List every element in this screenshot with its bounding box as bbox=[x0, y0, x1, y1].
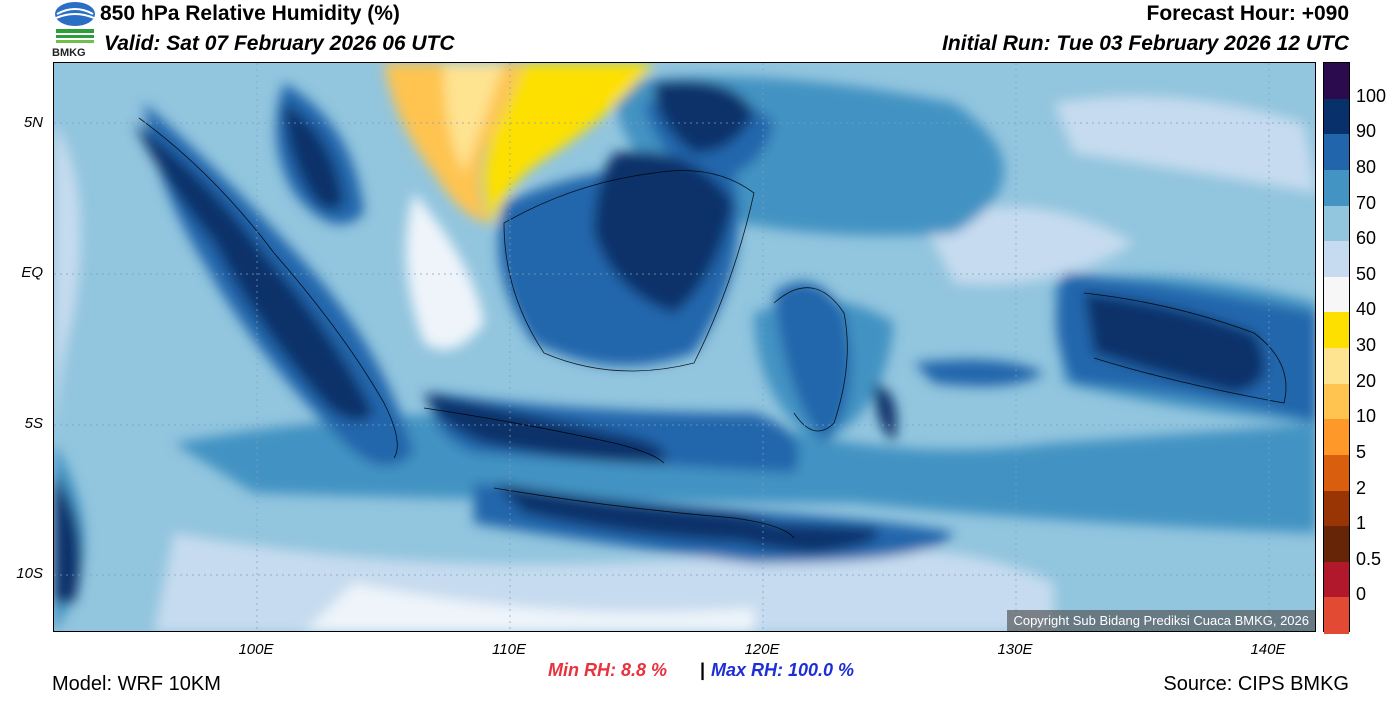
colorbar-label: 90 bbox=[1356, 121, 1377, 142]
colorbar-label: 70 bbox=[1356, 192, 1377, 213]
colorbar-segment bbox=[1324, 169, 1349, 206]
model-label: Model: WRF 10KM bbox=[52, 673, 221, 695]
colorbar-label: 50 bbox=[1356, 263, 1377, 284]
humidity-contours bbox=[54, 63, 1315, 631]
coastlines bbox=[138, 117, 1287, 539]
x-label-120e: 120E bbox=[744, 641, 780, 658]
y-label-10s: 10S bbox=[16, 565, 43, 582]
y-label-eq: EQ bbox=[21, 264, 43, 281]
copyright-notice: Copyright Sub Bidang Prediksi Cuaca BMKG… bbox=[1007, 610, 1315, 631]
colorbar-label: 60 bbox=[1356, 228, 1377, 249]
graticule bbox=[54, 63, 1315, 631]
colorbar-segment bbox=[1324, 241, 1349, 278]
colorbar-segment bbox=[1324, 490, 1349, 527]
map-title: 850 hPa Relative Humidity (%) bbox=[100, 2, 400, 25]
bmkg-logo bbox=[50, 0, 100, 62]
colorbar-segment bbox=[1324, 419, 1349, 456]
x-label-130e: 130E bbox=[997, 641, 1033, 658]
colorbar-label: 20 bbox=[1356, 370, 1377, 391]
x-label-100e: 100E bbox=[238, 641, 274, 658]
colorbar-segment bbox=[1324, 98, 1349, 135]
colorbar-segment bbox=[1324, 205, 1349, 242]
colorbar-segment bbox=[1324, 312, 1349, 349]
humidity-map: Copyright Sub Bidang Prediksi Cuaca BMKG… bbox=[53, 62, 1316, 632]
colorbar-segment bbox=[1324, 597, 1349, 634]
valid-time: Valid: Sat 07 February 2026 06 UTC bbox=[104, 32, 455, 55]
initial-run: Initial Run: Tue 03 February 2026 12 UTC bbox=[942, 32, 1349, 55]
colorbar-segment bbox=[1324, 348, 1349, 385]
forecast-hour: Forecast Hour: +090 bbox=[1146, 2, 1350, 25]
y-label-5s: 5S bbox=[24, 415, 43, 432]
colorbar-label: 1 bbox=[1356, 513, 1367, 534]
colorbar bbox=[1323, 62, 1350, 634]
colorbar-label: 0.5 bbox=[1356, 548, 1382, 569]
min-rh: Min RH: 8.8 % bbox=[548, 660, 668, 680]
rh-separator: | bbox=[700, 660, 706, 680]
colorbar-label: 10 bbox=[1356, 406, 1377, 427]
colorbar-segment bbox=[1324, 561, 1349, 598]
colorbar-label: 80 bbox=[1356, 156, 1377, 177]
colorbar-label: 40 bbox=[1356, 299, 1377, 320]
source-label: Source: CIPS BMKG bbox=[1163, 673, 1349, 695]
humidity-field bbox=[54, 63, 1315, 631]
colorbar-label: 2 bbox=[1356, 477, 1367, 498]
x-label-140e: 140E bbox=[1250, 641, 1286, 658]
y-label-5n: 5N bbox=[23, 114, 43, 131]
logo-text: BMKG bbox=[52, 47, 86, 59]
colorbar-segment bbox=[1324, 134, 1349, 171]
colorbar-label: 30 bbox=[1356, 335, 1377, 355]
colorbar-segment bbox=[1324, 63, 1349, 100]
colorbar-segment bbox=[1324, 276, 1349, 313]
colorbar-segment bbox=[1324, 383, 1349, 420]
colorbar-segment bbox=[1324, 454, 1349, 491]
colorbar-label: 100 bbox=[1356, 85, 1387, 106]
colorbar-segment bbox=[1324, 526, 1349, 563]
colorbar-label: 5 bbox=[1356, 441, 1367, 462]
x-label-110e: 110E bbox=[492, 641, 526, 658]
max-rh: Max RH: 100.0 % bbox=[711, 660, 855, 680]
colorbar-label: 0 bbox=[1356, 584, 1367, 605]
